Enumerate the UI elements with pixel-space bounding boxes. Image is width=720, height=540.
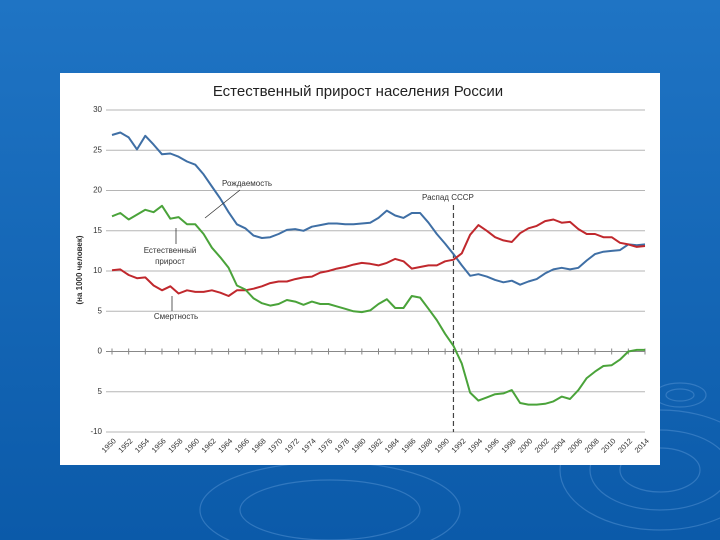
y-tick-label: 25 — [93, 145, 102, 154]
y-tick-label: 10 — [93, 266, 102, 275]
annotation: Рождаемость — [222, 179, 272, 188]
chart-title: Естественный прирост населения России — [213, 83, 503, 100]
y-tick-label: 0 — [98, 347, 103, 356]
y-tick-label: -10 — [90, 427, 102, 436]
annotation: прирост — [155, 257, 185, 266]
y-tick-label: 30 — [93, 105, 102, 114]
annotation: Естественный — [144, 246, 197, 255]
series-line — [111, 131, 646, 286]
leader-line — [204, 189, 241, 219]
y-tick-label: 15 — [93, 226, 102, 235]
y-tick-label: 5 — [98, 387, 103, 396]
y-tick-label: 20 — [93, 186, 102, 195]
series-line — [111, 204, 645, 406]
annotation: Смертность — [154, 312, 198, 321]
y-axis-label: (на 1000 человек) — [75, 235, 84, 304]
series-line — [111, 218, 646, 297]
annotation: Распад СССР — [422, 193, 474, 202]
y-tick-label: 5 — [98, 306, 103, 315]
